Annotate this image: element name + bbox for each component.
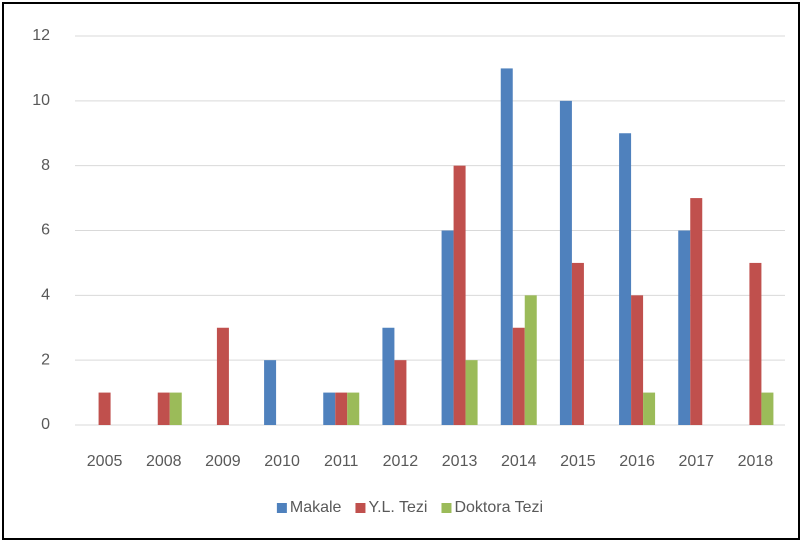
legend-swatch (441, 503, 452, 513)
bar (453, 165, 466, 425)
y-tick-label: 6 (41, 222, 50, 239)
x-tick-label: 2009 (205, 453, 241, 470)
y-tick-label: 2 (41, 351, 50, 368)
x-tick-label: 2012 (383, 453, 419, 470)
bar (619, 133, 632, 425)
y-tick-label: 12 (32, 27, 50, 44)
legend-label: Y.L. Tezi (368, 499, 427, 516)
x-tick-label: 2010 (264, 453, 300, 470)
bar (335, 392, 348, 425)
bar (678, 230, 691, 425)
bar (524, 295, 537, 425)
x-tick-label: 2017 (678, 453, 714, 470)
x-tick-label: 2014 (501, 453, 537, 470)
bar (559, 100, 572, 425)
bar (98, 392, 111, 425)
bar (761, 392, 774, 425)
bar (157, 392, 170, 425)
bar (631, 295, 644, 425)
bar (216, 327, 229, 425)
y-tick-label: 8 (41, 157, 50, 174)
bar (347, 392, 360, 425)
y-tick-label: 0 (41, 416, 50, 433)
bar (441, 230, 454, 425)
bar (571, 262, 584, 425)
bar (749, 262, 762, 425)
bar (264, 360, 277, 425)
bar (323, 392, 336, 425)
bar (465, 360, 478, 425)
y-tick-label: 4 (41, 287, 50, 304)
x-tick-label: 2018 (738, 453, 774, 470)
bar (500, 68, 513, 426)
x-tick-label: 2008 (146, 453, 182, 470)
legend-swatch (355, 503, 366, 513)
bar (394, 360, 407, 425)
bar (512, 327, 525, 425)
legend-label: Doktora Tezi (454, 499, 543, 516)
bar (169, 392, 182, 425)
bar (690, 198, 703, 425)
legend-label: Makale (290, 499, 342, 516)
y-tick-label: 10 (32, 92, 50, 109)
bar (382, 327, 395, 425)
x-tick-label: 2016 (619, 453, 655, 470)
x-tick-label: 2005 (87, 453, 123, 470)
x-tick-label: 2013 (442, 453, 478, 470)
legend-swatch (276, 503, 287, 513)
x-tick-label: 2011 (324, 453, 359, 470)
x-tick-label: 2015 (560, 453, 596, 470)
bar (643, 392, 656, 425)
